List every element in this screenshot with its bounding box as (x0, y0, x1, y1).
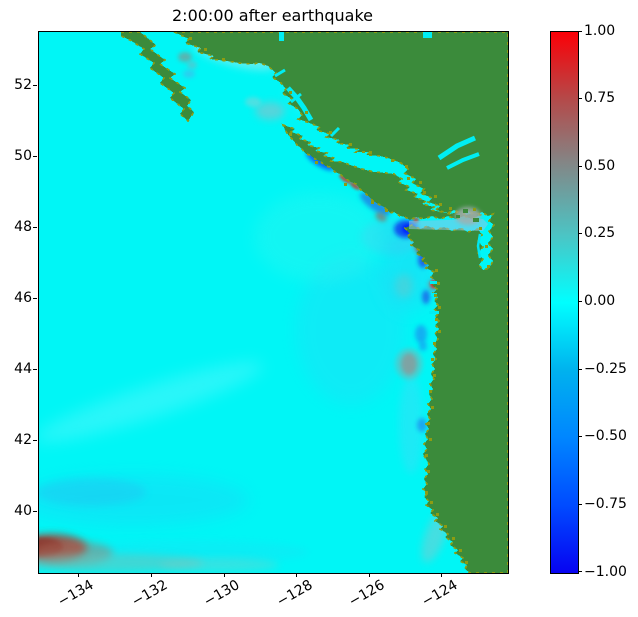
cb-tick-label: 0.00 (584, 293, 616, 309)
y-tick (33, 227, 37, 228)
x-tick-label: −126 (345, 577, 387, 611)
feature-crest-wcvi (339, 174, 351, 184)
y-tick-label: 44 (14, 361, 32, 377)
y-tick-label: 50 (14, 148, 32, 164)
y-tick (33, 298, 37, 299)
y-tick (33, 369, 37, 370)
colorbar (550, 31, 579, 574)
x-tick-label: −132 (128, 577, 170, 611)
x-tick (224, 573, 225, 577)
shoreline-speckles (189, 37, 490, 564)
cb-tick (578, 98, 582, 99)
x-tick (151, 573, 152, 577)
cb-tick-label: −0.25 (584, 361, 627, 377)
feature-gray-oregon (401, 353, 417, 375)
cb-tick-label: −0.50 (584, 428, 627, 444)
fjord-inlets (274, 68, 341, 138)
feature-qcs-pale-patch (255, 102, 285, 120)
map-panel (38, 31, 509, 574)
x-tick-label: −128 (273, 577, 315, 611)
top-edge-bay (423, 32, 432, 38)
cb-tick (578, 571, 582, 572)
land-mainland-and-coast (173, 32, 508, 573)
channels-and-shore-detail (189, 32, 490, 564)
y-tick-label: 52 (14, 77, 32, 93)
x-tick (441, 573, 442, 577)
land (120, 32, 508, 573)
cb-tick (578, 504, 582, 505)
san-juan-islets (456, 209, 479, 222)
y-tick (33, 511, 37, 512)
wave-features (39, 52, 449, 572)
ocean-wisps (39, 41, 437, 564)
fraser-channel (446, 152, 480, 170)
x-tick-label: −134 (54, 577, 96, 611)
hood-canal (476, 233, 482, 259)
cb-tick-label: −1.00 (584, 564, 627, 580)
cb-tick-label: 0.75 (584, 90, 616, 106)
cb-tick-label: 0.25 (584, 225, 616, 241)
x-tick (78, 573, 79, 577)
x-tick (296, 573, 297, 577)
land-haida-gwaii (120, 32, 196, 123)
y-tick-label: 42 (14, 432, 32, 448)
bellingham-channel (437, 135, 477, 161)
cb-tick (578, 233, 582, 234)
plot-title: 2:00:00 after earthquake (172, 6, 373, 25)
y-tick (33, 156, 37, 157)
cb-tick (578, 436, 582, 437)
map-svg (39, 32, 508, 573)
y-tick-label: 48 (14, 219, 32, 235)
x-tick-label: −124 (418, 577, 460, 611)
cb-tick (578, 301, 582, 302)
x-tick (369, 573, 370, 577)
y-tick (33, 440, 37, 441)
cb-tick-label: 1.00 (584, 23, 616, 39)
cb-tick (578, 369, 582, 370)
y-tick (33, 85, 37, 86)
x-tick-label: −130 (200, 577, 242, 611)
colorbar-gradient (551, 32, 578, 573)
cb-tick (578, 166, 582, 167)
land-vancouver-island (281, 123, 483, 221)
y-tick-label: 46 (14, 290, 32, 306)
cb-tick-label: 0.50 (584, 158, 616, 174)
cb-tick (578, 31, 582, 32)
y-tick-label: 40 (14, 503, 32, 519)
cb-tick-label: −0.75 (584, 496, 627, 512)
portland-inlet (279, 32, 284, 41)
